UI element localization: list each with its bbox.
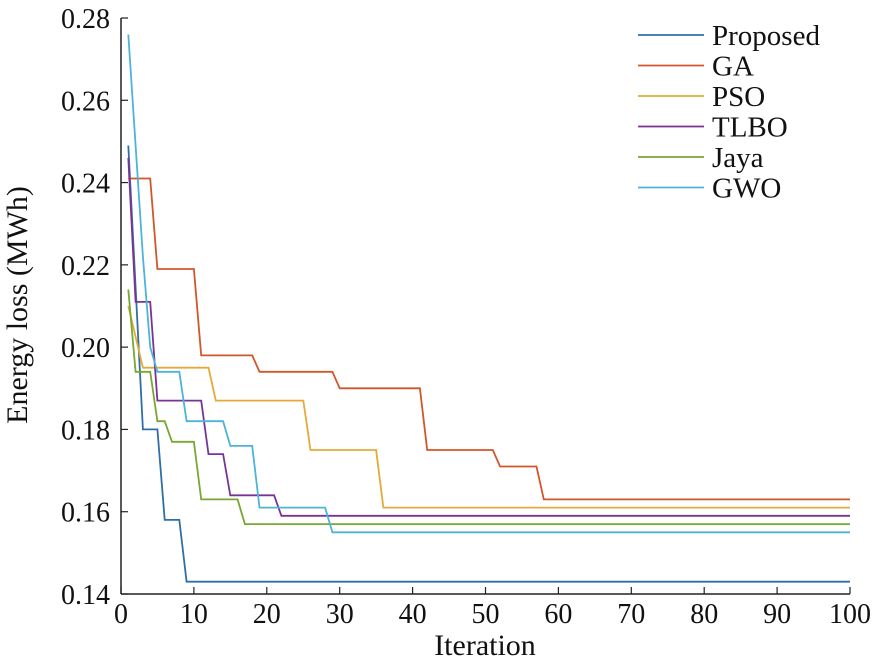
x-tick-label: 60	[544, 599, 572, 630]
legend-label: GWO	[712, 173, 781, 205]
legend-label: GA	[712, 51, 754, 83]
x-axis-title: Iteration	[434, 629, 536, 662]
y-tick-label: 0.18	[61, 415, 110, 446]
x-tick-label: 80	[690, 599, 718, 630]
x-tick-label: 40	[399, 599, 427, 630]
legend-item-tlbo: TLBO	[638, 112, 788, 144]
x-tick-label: 20	[253, 599, 281, 630]
y-tick-label: 0.16	[61, 498, 110, 529]
y-tick-label: 0.28	[61, 4, 110, 35]
legend-item-jaya: Jaya	[638, 142, 764, 174]
x-tick-label: 10	[180, 599, 208, 630]
legend-item-proposed: Proposed	[638, 20, 820, 52]
legend-item-gwo: GWO	[638, 173, 781, 205]
x-tick-label: 70	[617, 599, 645, 630]
y-tick-label: 0.26	[61, 86, 110, 117]
y-tick-label: 0.22	[61, 251, 110, 282]
series-line-proposed	[127, 145, 850, 583]
y-tick-label: 0.24	[61, 169, 110, 200]
series-line-tlbo	[127, 157, 850, 517]
legend-item-ga: GA	[638, 51, 754, 83]
x-tick-label: 30	[326, 599, 354, 630]
legend-label: TLBO	[712, 112, 788, 144]
y-tick-label: 0.14	[61, 580, 110, 611]
x-tick-label: 50	[472, 599, 500, 630]
series-line-jaya	[127, 289, 850, 525]
y-axis-title: Energy loss (MWh)	[1, 186, 34, 424]
axes: 0 10 20 30 40 50 60 70 80 90 100 0.14 0.16 0.18 0.20 0.…	[61, 4, 871, 630]
legend-label: PSO	[712, 81, 765, 113]
legend-label: Jaya	[712, 142, 764, 174]
legend-label: Proposed	[712, 20, 820, 52]
series-line-pso	[127, 305, 850, 509]
series-line-ga	[128, 177, 850, 501]
x-tick-label: 100	[829, 599, 871, 630]
x-tick-label: 0	[114, 599, 128, 630]
series-lines	[127, 34, 850, 583]
legend-item-pso: PSO	[638, 81, 765, 113]
series-line-gwo	[127, 34, 850, 534]
y-tick-label: 0.20	[61, 333, 110, 364]
x-tick-label: 90	[763, 599, 791, 630]
